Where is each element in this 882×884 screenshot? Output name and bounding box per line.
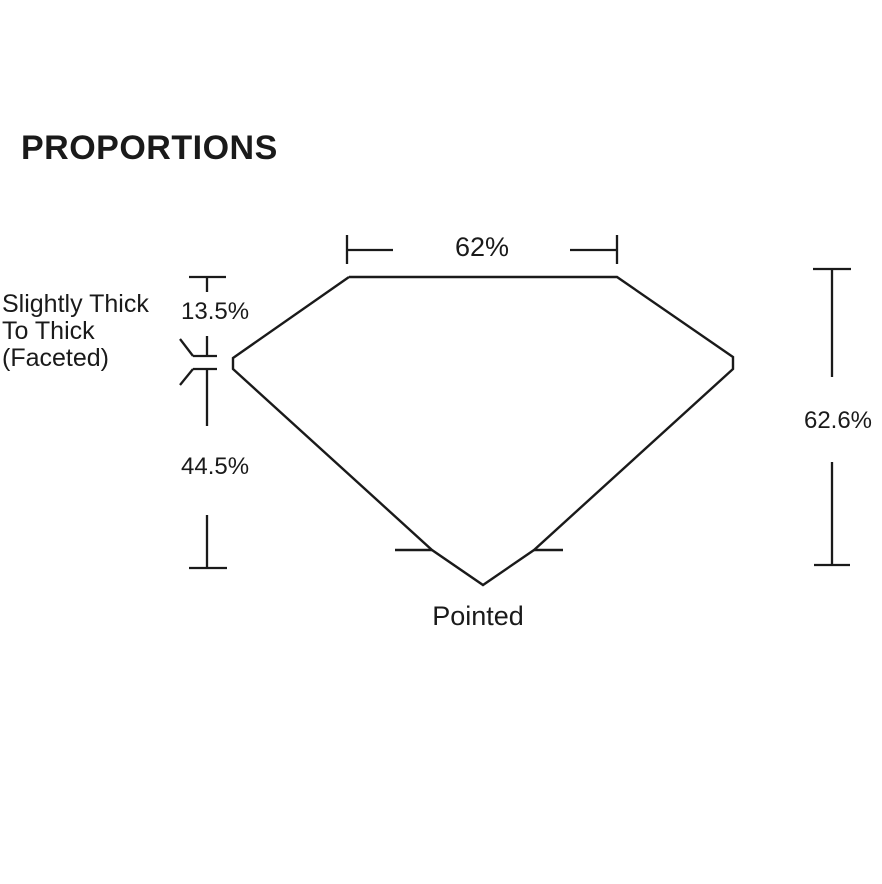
svg-text:To Thick: To Thick <box>2 317 95 345</box>
svg-text:(Faceted): (Faceted) <box>2 344 109 372</box>
svg-text:PROPORTIONS: PROPORTIONS <box>21 129 278 167</box>
svg-text:44.5%: 44.5% <box>181 453 249 480</box>
svg-text:13.5%: 13.5% <box>181 298 249 325</box>
svg-text:Pointed: Pointed <box>432 601 524 631</box>
svg-text:62%: 62% <box>455 232 509 262</box>
svg-text:Slightly Thick: Slightly Thick <box>2 290 149 318</box>
svg-text:62.6%: 62.6% <box>804 407 872 434</box>
